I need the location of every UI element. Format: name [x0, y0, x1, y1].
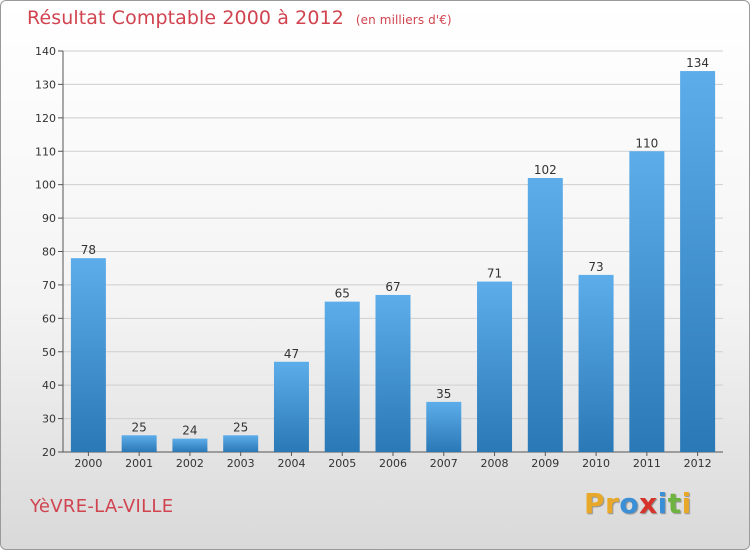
data-label: 25	[233, 420, 248, 434]
x-tick-label: 2011	[633, 457, 661, 470]
y-tick-label: 20	[42, 446, 56, 459]
y-tick-label: 130	[35, 78, 56, 91]
x-tick-label: 2003	[227, 457, 255, 470]
data-label: 67	[385, 280, 400, 294]
bar	[223, 435, 259, 452]
x-tick-label: 2008	[481, 457, 509, 470]
bar	[680, 71, 716, 453]
data-label: 71	[487, 267, 502, 281]
data-label: 25	[132, 420, 147, 434]
x-tick-label: 2000	[74, 457, 102, 470]
y-tick-label: 50	[42, 346, 56, 359]
y-tick-label: 110	[35, 145, 56, 158]
bar	[375, 294, 411, 452]
logo-letter: i	[657, 487, 668, 520]
data-label: 65	[335, 287, 350, 301]
bar	[172, 438, 208, 452]
logo-letter: r	[605, 487, 620, 520]
x-tick-label: 2004	[277, 457, 305, 470]
y-tick-label: 120	[35, 112, 56, 125]
logo-letter: P	[584, 487, 606, 520]
x-tick-label: 2012	[684, 457, 712, 470]
x-tick-label: 2006	[379, 457, 407, 470]
logo-letter: x	[639, 487, 658, 520]
y-tick-label: 100	[35, 179, 56, 192]
data-label: 78	[81, 243, 96, 257]
logo-letter: i	[681, 487, 692, 520]
y-tick-label: 140	[35, 45, 56, 58]
x-tick-label: 2010	[582, 457, 610, 470]
bar	[273, 361, 309, 452]
bar	[527, 177, 563, 452]
location-name: YèVRE-LA-VILLE	[30, 496, 174, 517]
y-tick-label: 60	[42, 312, 56, 325]
y-tick-label: 40	[42, 379, 56, 392]
bar	[629, 151, 665, 452]
logo-letter: o	[619, 487, 640, 520]
bar	[121, 435, 157, 452]
chart-title: Résultat Comptable 2000 à 2012 (en millie…	[27, 7, 452, 29]
bar	[70, 258, 106, 452]
data-label: 110	[635, 136, 658, 150]
x-tick-label: 2005	[328, 457, 356, 470]
data-label: 102	[534, 163, 557, 177]
x-tick-label: 2009	[531, 457, 559, 470]
x-tick-label: 2007	[430, 457, 458, 470]
y-tick-label: 90	[42, 212, 56, 225]
x-tick-label: 2002	[176, 457, 204, 470]
data-label: 35	[436, 387, 451, 401]
chart-title-text: Résultat Comptable 2000 à 2012	[27, 7, 344, 29]
bar	[477, 281, 513, 452]
logo-letter: t	[667, 487, 682, 520]
chart-subtitle: (en milliers d'€)	[355, 13, 452, 27]
data-label: 47	[284, 347, 299, 361]
data-label: 24	[182, 424, 197, 438]
y-tick-label: 80	[42, 246, 56, 259]
bar	[324, 301, 360, 452]
bar	[578, 274, 614, 452]
y-tick-label: 70	[42, 279, 56, 292]
bar	[426, 401, 462, 452]
data-label: 73	[588, 260, 603, 274]
x-tick-label: 2001	[125, 457, 153, 470]
data-label: 134	[686, 56, 709, 70]
y-tick-label: 30	[42, 413, 56, 426]
proxiti-logo: Proxiti	[584, 487, 692, 520]
